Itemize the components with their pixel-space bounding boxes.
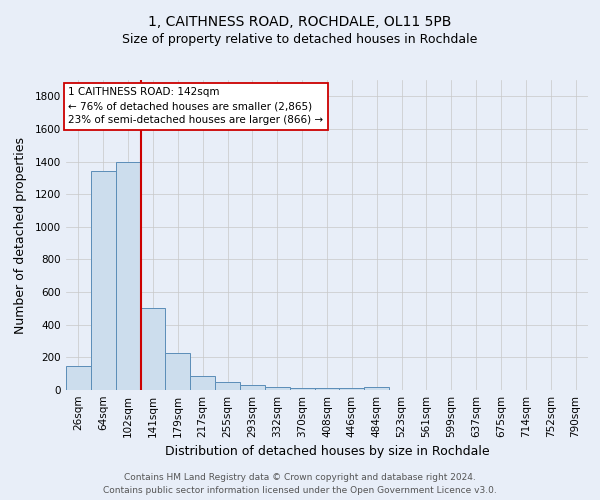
Bar <box>265 386 290 390</box>
Bar <box>116 162 140 390</box>
Bar <box>140 308 166 390</box>
Text: Contains HM Land Registry data © Crown copyright and database right 2024.
Contai: Contains HM Land Registry data © Crown c… <box>103 474 497 495</box>
Bar <box>91 172 116 390</box>
Bar <box>166 354 190 390</box>
Text: 1, CAITHNESS ROAD, ROCHDALE, OL11 5PB: 1, CAITHNESS ROAD, ROCHDALE, OL11 5PB <box>148 15 452 29</box>
Bar <box>290 388 314 390</box>
Bar <box>240 385 265 390</box>
Bar <box>364 386 389 390</box>
X-axis label: Distribution of detached houses by size in Rochdale: Distribution of detached houses by size … <box>164 446 490 458</box>
Y-axis label: Number of detached properties: Number of detached properties <box>14 136 26 334</box>
Text: 1 CAITHNESS ROAD: 142sqm
← 76% of detached houses are smaller (2,865)
23% of sem: 1 CAITHNESS ROAD: 142sqm ← 76% of detach… <box>68 88 323 126</box>
Bar <box>190 376 215 390</box>
Bar <box>314 388 340 390</box>
Text: Size of property relative to detached houses in Rochdale: Size of property relative to detached ho… <box>122 32 478 46</box>
Bar <box>66 366 91 390</box>
Bar <box>340 388 364 390</box>
Bar <box>215 382 240 390</box>
